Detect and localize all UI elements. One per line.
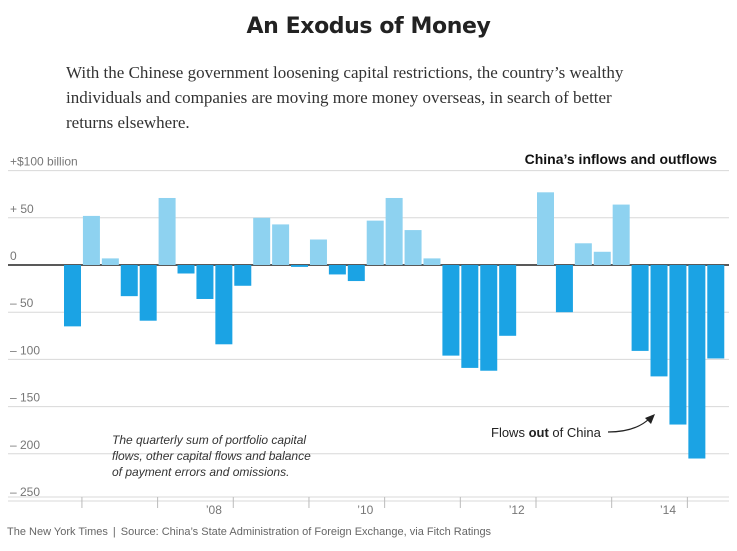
y-tick-label: – 100 xyxy=(10,343,40,357)
page-title: An Exodus of Money xyxy=(246,14,491,39)
credit-separator: | xyxy=(112,526,116,538)
bar xyxy=(196,265,214,299)
bar xyxy=(404,230,422,265)
note-line: flows, other capital flows and balance xyxy=(112,449,311,463)
bar xyxy=(366,220,384,265)
callout-text: Flows xyxy=(491,425,529,440)
callout-arrow xyxy=(607,417,651,433)
bar xyxy=(347,265,365,282)
x-axis: ’08 ’10 ’12 ’14 xyxy=(8,496,729,517)
bar xyxy=(574,243,592,265)
bar xyxy=(291,265,309,267)
x-tick-label: ’08 xyxy=(206,503,222,517)
y-tick-label: + 50 xyxy=(10,202,34,216)
source-text: Source: China’s State Administration of … xyxy=(120,526,492,538)
dek-line: returns elsewhere. xyxy=(66,113,190,132)
bar xyxy=(215,265,233,345)
methodology-note: The quarterly sum of portfolio capital f… xyxy=(112,433,311,479)
bar xyxy=(309,239,327,265)
bar xyxy=(139,265,157,321)
note-line: of payment errors and omissions. xyxy=(112,465,289,479)
bar xyxy=(612,204,630,265)
callout-arrowhead xyxy=(645,414,655,424)
y-tick-label: – 200 xyxy=(10,438,40,452)
bar xyxy=(499,265,517,336)
bar xyxy=(669,265,687,425)
y-axis: +$100 billion + 50 0 – 50 – 100 – 150 – 200 – 2… xyxy=(10,155,78,499)
y-tick-label: – 250 xyxy=(10,485,40,499)
x-tick-label: ’14 xyxy=(660,503,676,517)
bar xyxy=(555,265,573,313)
bar xyxy=(328,265,346,275)
dek-text: With the Chinese government loosening ca… xyxy=(66,60,666,135)
bar xyxy=(272,224,290,265)
bar xyxy=(593,251,611,265)
bar xyxy=(82,215,100,265)
bar xyxy=(707,265,725,359)
dek-line: individuals and companies are moving mor… xyxy=(66,88,612,107)
bar xyxy=(442,265,460,356)
bar xyxy=(480,265,498,371)
bars xyxy=(64,192,725,459)
y-tick-label: +$100 billion xyxy=(10,155,78,169)
bar xyxy=(423,258,441,265)
callout-text: of China xyxy=(549,425,602,440)
callout-bold: out xyxy=(529,425,550,440)
outflow-callout: Flows out of China xyxy=(491,425,602,440)
gridlines xyxy=(8,170,729,502)
bar xyxy=(385,197,403,265)
bar xyxy=(253,217,271,265)
bar xyxy=(101,258,119,265)
y-tick-label: 0 xyxy=(10,249,17,263)
bar xyxy=(537,192,554,265)
bar xyxy=(461,265,479,368)
y-tick-label: – 50 xyxy=(10,296,34,310)
bar xyxy=(120,265,138,297)
publisher-name: The New York Times xyxy=(7,526,108,538)
source-credit: The New York Times | Source: China’s State… xyxy=(7,526,491,538)
bar-chart: +$100 billion + 50 0 – 50 – 100 – 150 – 200 – 2… xyxy=(8,151,729,517)
bar xyxy=(177,265,195,274)
bar xyxy=(234,265,252,286)
x-tick-label: ’10 xyxy=(357,503,373,517)
chart-title: China’s inflows and outflows xyxy=(525,151,718,167)
note-line: The quarterly sum of portfolio capital xyxy=(112,433,306,447)
bar xyxy=(158,197,176,265)
bar xyxy=(650,265,668,377)
x-tick-label: ’12 xyxy=(509,503,525,517)
bar xyxy=(688,265,706,459)
bar xyxy=(631,265,649,351)
y-tick-label: – 150 xyxy=(10,391,40,405)
dek-line: With the Chinese government loosening ca… xyxy=(66,63,624,82)
bar xyxy=(64,265,81,327)
